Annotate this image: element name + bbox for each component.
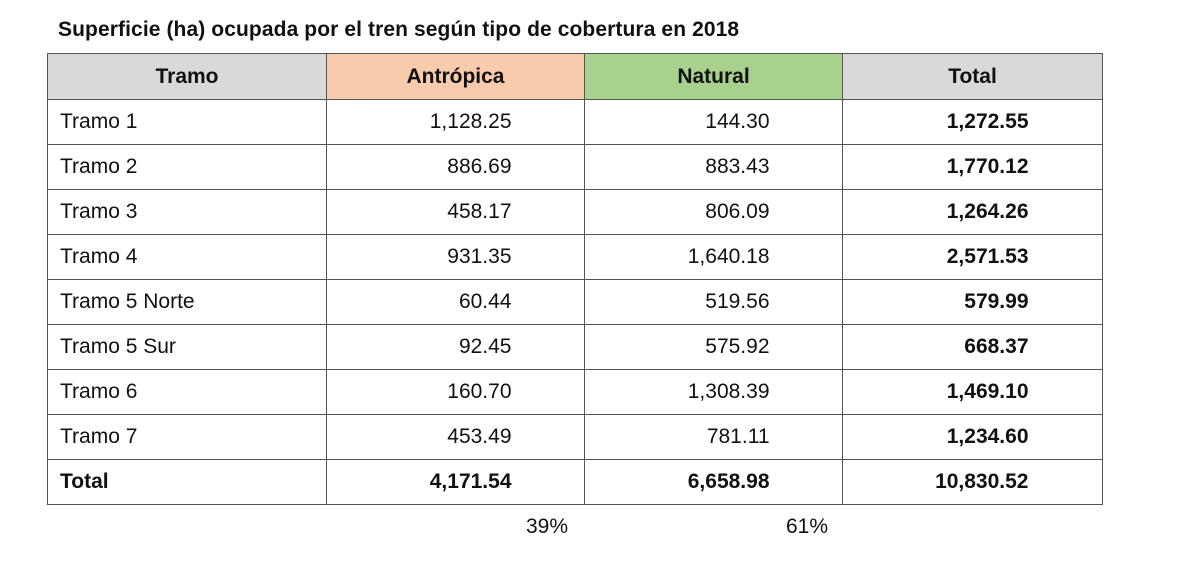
cell-tramo: Tramo 4	[47, 234, 327, 280]
table-body: Tramo 1 1,128.25 144.30 1,272.55 Tramo 2…	[47, 99, 1103, 505]
table-header: Tramo Antrópica Natural Total	[47, 53, 1103, 100]
table-row: Tramo 1 1,128.25 144.30 1,272.55	[47, 99, 1103, 145]
cell-tramo: Tramo 6	[47, 369, 327, 415]
value-total: 1,272.55	[946, 110, 1029, 133]
cell-total: 1,469.10	[842, 369, 1103, 415]
cell-antropica: 886.69	[326, 144, 585, 190]
value-total: 2,571.53	[946, 245, 1029, 268]
cell-natural: 575.92	[584, 324, 843, 370]
value-total: 1,770.12	[946, 155, 1029, 178]
value-total: 1,469.10	[946, 380, 1029, 403]
cell-natural: 1,640.18	[584, 234, 843, 280]
value-natural-total: 6,658.98	[687, 470, 770, 493]
table-row: Tramo 7 453.49 781.11 1,234.60	[47, 414, 1103, 460]
percentage-natural: 61%	[786, 515, 829, 538]
cell-natural: 519.56	[584, 279, 843, 325]
cell-total: 2,571.53	[842, 234, 1103, 280]
cell-antropica: 60.44	[326, 279, 585, 325]
cell-tramo: Tramo 3	[47, 189, 327, 235]
cell-grand-total: 10,830.52	[842, 459, 1103, 505]
header-total: Total	[842, 53, 1103, 100]
value-total: 579.99	[964, 290, 1029, 313]
value-total: 1,234.60	[946, 425, 1029, 448]
value-antropica: 160.70	[447, 380, 512, 403]
header-tramo: Tramo	[47, 53, 327, 100]
cell-tramo: Tramo 5 Norte	[47, 279, 327, 325]
percentage-antropica: 39%	[526, 515, 569, 538]
value-antropica: 931.35	[447, 245, 512, 268]
value-natural: 781.11	[706, 425, 770, 448]
cell-antropica: 1,128.25	[326, 99, 585, 145]
cell-tramo: Tramo 7	[47, 414, 327, 460]
value-natural: 1,640.18	[687, 245, 770, 268]
cell-tramo: Tramo 2	[47, 144, 327, 190]
cell-natural: 806.09	[584, 189, 843, 235]
cell-tramo: Tramo 1	[47, 99, 327, 145]
table-row: Tramo 3 458.17 806.09 1,264.26	[47, 189, 1103, 235]
value-antropica: 1,128.25	[429, 110, 512, 133]
cell-natural: 883.43	[584, 144, 843, 190]
value-grand-total: 10,830.52	[935, 470, 1029, 493]
cell-antropica: 458.17	[326, 189, 585, 235]
cell-total: 668.37	[842, 324, 1103, 370]
coverage-table: Tramo Antrópica Natural Total Tramo 1 1,…	[47, 53, 1103, 505]
table-row: Tramo 4 931.35 1,640.18 2,571.53	[47, 234, 1103, 280]
value-total: 1,264.26	[946, 200, 1029, 223]
cell-total: 1,770.12	[842, 144, 1103, 190]
document-title: Superficie (ha) ocupada por el tren segú…	[58, 18, 740, 41]
cell-antropica: 160.70	[326, 369, 585, 415]
value-antropica: 60.44	[458, 290, 512, 313]
value-natural: 575.92	[705, 335, 770, 358]
table-row: Tramo 2 886.69 883.43 1,770.12	[47, 144, 1103, 190]
value-antropica: 92.45	[458, 335, 512, 358]
value-antropica: 886.69	[447, 155, 512, 178]
header-antropica: Antrópica	[326, 53, 585, 100]
header-natural: Natural	[584, 53, 843, 100]
cell-natural: 144.30	[584, 99, 843, 145]
cell-antropica: 931.35	[326, 234, 585, 280]
table-row: Tramo 5 Norte 60.44 519.56 579.99	[47, 279, 1103, 325]
value-natural: 519.56	[705, 290, 770, 313]
value-antropica-total: 4,171.54	[429, 470, 512, 493]
value-total: 668.37	[964, 335, 1029, 358]
cell-total: 1,234.60	[842, 414, 1103, 460]
cell-antropica: 453.49	[326, 414, 585, 460]
table-row: Tramo 6 160.70 1,308.39 1,469.10	[47, 369, 1103, 415]
cell-total: 1,264.26	[842, 189, 1103, 235]
cell-natural: 781.11	[584, 414, 843, 460]
total-row: Total 4,171.54 6,658.98 10,830.52	[47, 459, 1103, 505]
cell-antropica-total: 4,171.54	[326, 459, 585, 505]
value-antropica: 453.49	[447, 425, 512, 448]
cell-natural-total: 6,658.98	[584, 459, 843, 505]
cell-tramo: Tramo 5 Sur	[47, 324, 327, 370]
cell-antropica: 92.45	[326, 324, 585, 370]
value-natural: 144.30	[705, 110, 770, 133]
value-natural: 806.09	[705, 200, 770, 223]
table-row: Tramo 5 Sur 92.45 575.92 668.37	[47, 324, 1103, 370]
value-natural: 1,308.39	[687, 380, 770, 403]
cell-natural: 1,308.39	[584, 369, 843, 415]
cell-total: 1,272.55	[842, 99, 1103, 145]
value-antropica: 458.17	[447, 200, 512, 223]
value-natural: 883.43	[705, 155, 770, 178]
cell-tramo-total: Total	[47, 459, 327, 505]
header-row: Tramo Antrópica Natural Total	[47, 53, 1103, 100]
cell-total: 579.99	[842, 279, 1103, 325]
